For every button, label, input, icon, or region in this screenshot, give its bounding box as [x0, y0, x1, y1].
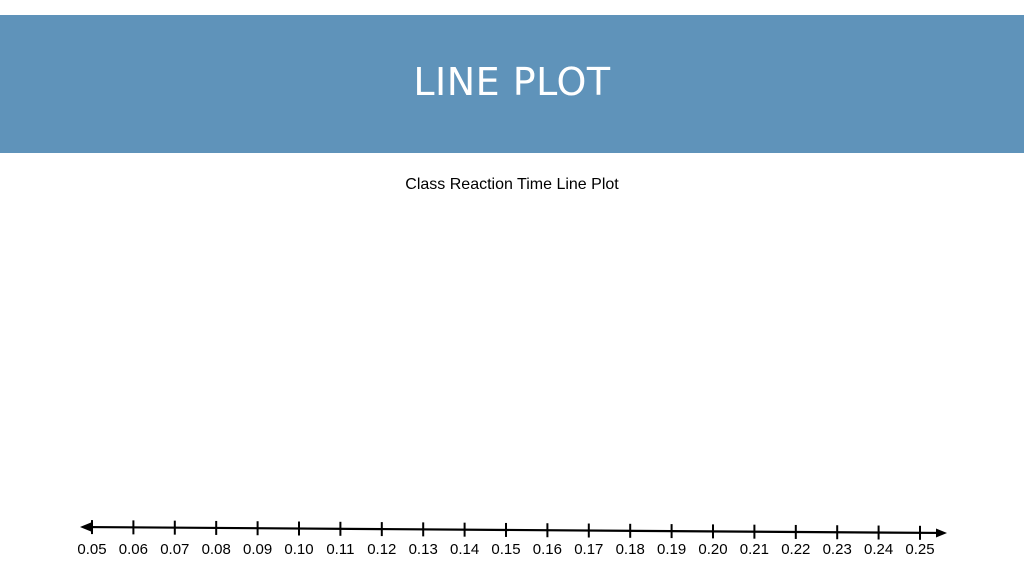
tick-label: 0.15 [491, 541, 520, 558]
tick-label: 0.17 [574, 541, 603, 558]
tick-label: 0.22 [781, 541, 810, 558]
tick-label: 0.05 [77, 541, 106, 558]
tick-label: 0.07 [160, 541, 189, 558]
tick-label: 0.13 [409, 541, 438, 558]
tick-label: 0.24 [864, 541, 893, 558]
slide-title: LINE PLOT [413, 60, 611, 104]
chart-title: Class Reaction Time Line Plot [405, 176, 619, 193]
tick-label: 0.09 [243, 541, 272, 558]
tick-label: 0.16 [533, 541, 562, 558]
tick-label: 0.21 [740, 541, 769, 558]
tick-label: 0.20 [698, 541, 727, 558]
tick-label: 0.18 [616, 541, 645, 558]
axis-line [85, 525, 942, 535]
tick-label: 0.14 [450, 541, 479, 558]
tick-label: 0.12 [367, 541, 396, 558]
number-line-chart: 0.05 0.06 0.07 0.08 0.09 0.10 0.11 0.12 0.13 0.14… [77, 520, 947, 558]
tick-label: 0.10 [284, 541, 313, 558]
tick-label: 0.25 [905, 541, 934, 558]
right-arrow-icon [936, 528, 947, 538]
tick-label: 0.08 [202, 541, 231, 558]
left-arrow-icon [80, 522, 91, 532]
tick-label: 0.11 [326, 541, 354, 558]
tick-label: 0.06 [119, 541, 148, 558]
title-banner [0, 15, 1024, 153]
tick-label: 0.23 [823, 541, 852, 558]
tick-label: 0.19 [657, 541, 686, 558]
